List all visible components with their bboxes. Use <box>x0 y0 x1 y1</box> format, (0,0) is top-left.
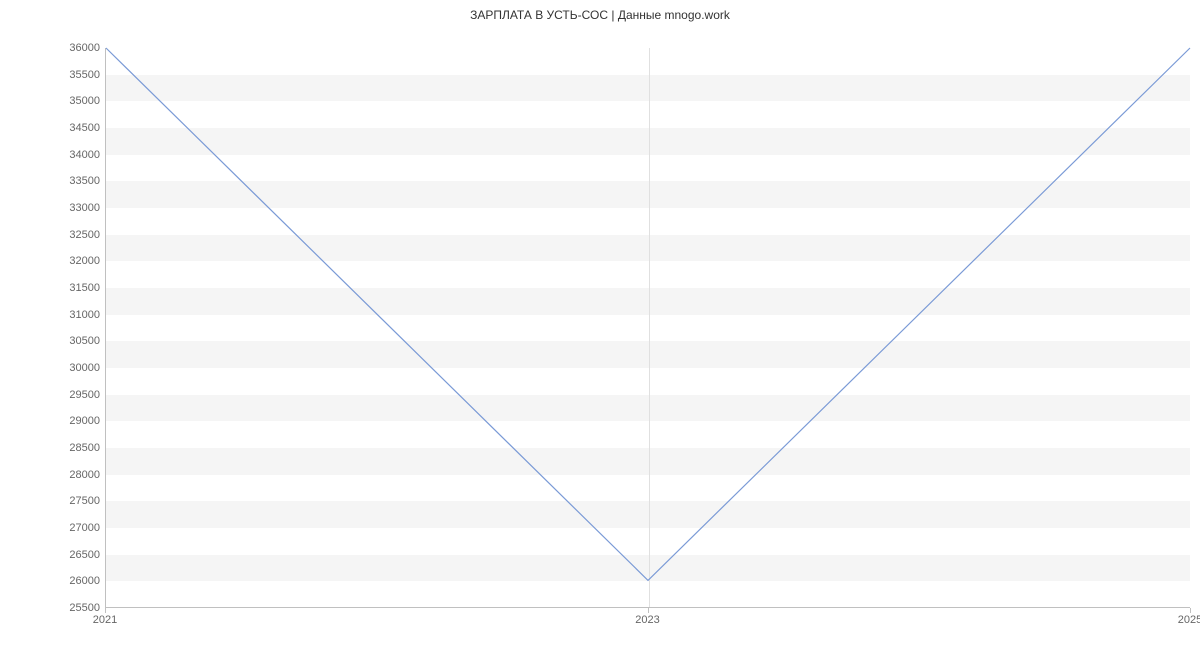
x-tick-label: 2025 <box>1178 614 1200 626</box>
y-tick-label: 28000 <box>10 469 100 481</box>
x-tick-mark <box>648 608 649 613</box>
salary-line-chart: ЗАРПЛАТА В УСТЬ-СОС | Данные mnogo.work … <box>0 0 1200 650</box>
y-tick-label: 26500 <box>10 549 100 561</box>
y-tick-label: 27500 <box>10 495 100 507</box>
y-tick-label: 33000 <box>10 202 100 214</box>
x-tick-mark <box>105 608 106 613</box>
y-tick-label: 31500 <box>10 282 100 294</box>
x-tick-label: 2023 <box>635 614 659 626</box>
y-tick-label: 35000 <box>10 95 100 107</box>
plot-area <box>105 48 1190 608</box>
y-tick-label: 28500 <box>10 442 100 454</box>
y-tick-label: 34500 <box>10 122 100 134</box>
y-tick-label: 29000 <box>10 415 100 427</box>
y-tick-label: 31000 <box>10 309 100 321</box>
x-tick-label: 2021 <box>93 614 117 626</box>
y-tick-label: 35500 <box>10 69 100 81</box>
y-tick-label: 29500 <box>10 389 100 401</box>
y-tick-label: 26000 <box>10 575 100 587</box>
y-tick-label: 32500 <box>10 229 100 241</box>
chart-title: ЗАРПЛАТА В УСТЬ-СОС | Данные mnogo.work <box>0 8 1200 22</box>
line-series-salary <box>106 48 1190 580</box>
y-tick-label: 33500 <box>10 175 100 187</box>
y-tick-label: 32000 <box>10 255 100 267</box>
x-tick-mark <box>1190 608 1191 613</box>
y-tick-label: 36000 <box>10 42 100 54</box>
y-tick-label: 30500 <box>10 335 100 347</box>
line-series-svg <box>106 48 1190 607</box>
y-tick-label: 34000 <box>10 149 100 161</box>
y-tick-label: 27000 <box>10 522 100 534</box>
y-tick-label: 25500 <box>10 602 100 614</box>
y-tick-label: 30000 <box>10 362 100 374</box>
